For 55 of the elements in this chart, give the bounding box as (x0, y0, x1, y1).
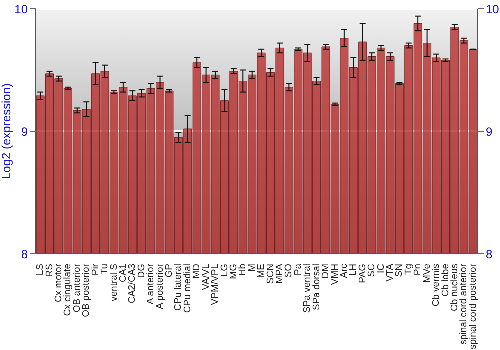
x-tick-label: LH (348, 264, 360, 276)
x-tick-label: SO (284, 264, 295, 278)
x-tick-label: SPa dorsal (311, 264, 322, 310)
x-tick-label: ventral S (108, 264, 120, 302)
x-tick-label: SN (394, 264, 406, 278)
x-tick-label: VA/VL (200, 264, 212, 290)
x-tick-label: OB posterior (81, 264, 92, 318)
x-tick-label: A anterior (146, 264, 157, 305)
x-tick-label: DM (320, 264, 332, 279)
x-tick-label: spinal cord anterior (458, 264, 470, 345)
x-tick-label: CPu medial (182, 264, 194, 314)
x-tick-label: CPu lateral (173, 264, 184, 311)
x-tick-label: Arc (338, 264, 350, 278)
x-tick-label: Tu (100, 264, 111, 275)
y2-tick-label: 8 (486, 247, 493, 262)
x-tick-label: Hb (238, 264, 249, 276)
x-tick-label: OB anterior (72, 264, 83, 313)
x-tick-label: spinal cord posterior (468, 264, 479, 350)
x-tick-label: CA1 (118, 264, 129, 282)
x-tick-label: VMH (330, 264, 341, 286)
x-tick-label: M (246, 264, 258, 272)
x-tick-label: Tg (403, 264, 414, 276)
x-tick-label: ME (256, 264, 268, 278)
x-tick-label: A posterior (154, 264, 166, 310)
y-axis-title: Log2 (expression) (0, 83, 14, 180)
x-tick-label: VTA (385, 263, 396, 282)
x-tick-label: LS (35, 264, 46, 276)
y-tick-label: 10 (14, 2, 28, 16)
x-tick-label: Cx motor (54, 264, 65, 303)
y2-tick-label: 9 (486, 124, 493, 139)
x-tick-label: MPA (274, 263, 286, 284)
x-tick-label: Pn (412, 264, 424, 276)
x-tick-label: VPM/VPL (210, 264, 222, 306)
x-tick-label: Pa (292, 263, 304, 276)
x-tick-label: DG (136, 264, 148, 278)
x-tick-label: IC (376, 264, 387, 274)
x-tick-label: GP (164, 264, 176, 278)
x-tick-label: PAG (357, 264, 368, 284)
x-tick-label: SC (366, 264, 378, 278)
x-tick-label: RS (44, 264, 56, 278)
x-tick-label: CA2/CA3 (127, 264, 138, 304)
x-tick-label: MG (228, 264, 240, 280)
x-tick-label: Cb lobe (440, 264, 452, 297)
x-tick-label: Cb vermis (431, 264, 442, 307)
y-tick-label: 8 (21, 247, 28, 262)
x-tick-label: Cx cingulate (62, 264, 74, 316)
x-tick-label: SPa ventral (302, 264, 314, 314)
x-tick-label: LG (219, 264, 230, 277)
x-tick-label: SCN (265, 264, 276, 284)
x-tick-label: Cb nucleus (449, 264, 460, 312)
x-tick-label: MD (192, 264, 203, 279)
x-tick-label: MVe (422, 264, 433, 284)
y-tick-label: 9 (21, 124, 28, 139)
y2-tick-label: 10 (486, 2, 500, 16)
x-tick-label: Pir (90, 264, 102, 276)
